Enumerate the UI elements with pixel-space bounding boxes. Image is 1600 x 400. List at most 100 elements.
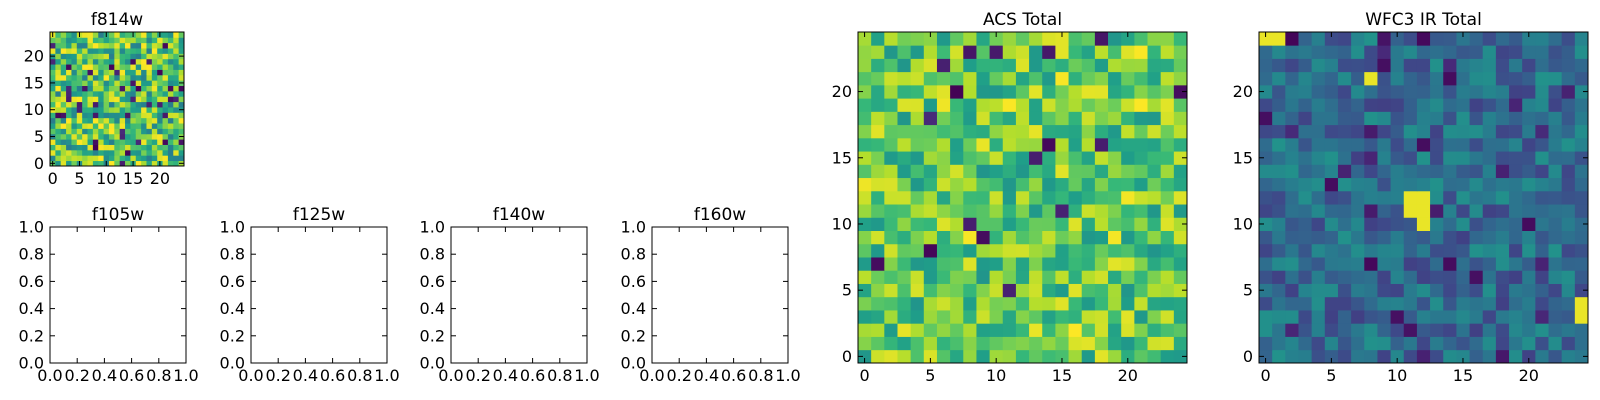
heatmap-cell: [1509, 177, 1523, 192]
heatmap-cell: [130, 101, 137, 108]
heatmap-cell: [1364, 243, 1378, 258]
heatmap-cell: [167, 155, 174, 162]
heatmap-cell: [71, 128, 78, 135]
heatmap-cell: [151, 74, 158, 81]
heatmap-cell: [858, 71, 872, 86]
heatmap-cell: [119, 48, 126, 54]
heatmap-cell: [173, 48, 180, 54]
heatmap-cell: [66, 133, 72, 140]
heatmap-cell: [989, 71, 1004, 86]
heatmap-cell: [1173, 84, 1188, 99]
heatmap-cell: [989, 151, 1004, 165]
heatmap-cell: [1482, 71, 1497, 86]
heatmap-cell: [151, 139, 158, 145]
heatmap-cell: [1259, 32, 1273, 46]
heatmap-cell: [146, 37, 153, 44]
heatmap-cell: [1134, 137, 1148, 152]
heatmap-cell: [66, 107, 72, 113]
heatmap-cell: [71, 58, 78, 65]
heatmap-cell: [119, 149, 126, 156]
heatmap-cell: [884, 71, 898, 86]
heatmap-cell: [1522, 296, 1536, 311]
heatmap-cell: [1147, 84, 1162, 99]
heatmap-cell: [1081, 151, 1096, 165]
heatmap-cell: [1403, 137, 1418, 152]
heatmap-cell: [1337, 217, 1352, 231]
heatmap-cell: [1351, 124, 1365, 139]
heatmap-cell: [1574, 296, 1589, 311]
heatmap-cell: [87, 133, 94, 140]
heatmap-cell: [173, 74, 180, 81]
heatmap-cell: [950, 243, 964, 258]
heatmap-cell: [135, 128, 142, 135]
heatmap-cell: [910, 137, 925, 152]
heatmap-cell: [1029, 230, 1043, 245]
heatmap-cell: [858, 323, 872, 337]
heatmap-cell: [976, 45, 990, 59]
heatmap-cell: [1298, 296, 1313, 311]
heatmap-cell: [1509, 124, 1523, 139]
heatmap-cell: [1456, 84, 1470, 99]
heatmap-cell: [1160, 98, 1175, 112]
heatmap-cell: [173, 80, 180, 86]
heatmap-cell: [108, 96, 115, 103]
heatmap-cell: [1094, 310, 1109, 324]
heatmap-cell: [1430, 177, 1444, 192]
heatmap-cell: [1015, 257, 1030, 271]
heatmap-cell: [1574, 45, 1589, 59]
heatmap-cell: [1285, 243, 1299, 258]
heatmap-cell: [135, 117, 142, 124]
heatmap-cell: [963, 32, 977, 46]
heatmap-cell: [871, 84, 885, 99]
heatmap-cell: [1134, 45, 1148, 59]
heatmap-cell: [103, 128, 110, 135]
heatmap-cell: [1298, 257, 1313, 271]
heatmap-cell: [1147, 71, 1162, 86]
heatmap-cell: [1495, 45, 1510, 59]
heatmap-cell: [125, 37, 131, 44]
heatmap-cell: [936, 45, 951, 59]
heatmap-cell: [1259, 164, 1273, 179]
heatmap-cell: [125, 64, 131, 70]
heatmap-cell: [66, 123, 72, 129]
heatmap-cell: [1094, 204, 1109, 218]
heatmap-cell: [1121, 58, 1135, 73]
heatmap-cell: [1173, 270, 1188, 284]
heatmap-cell: [963, 217, 977, 231]
heatmap-cell: [1108, 32, 1122, 46]
heatmap-cell: [1509, 84, 1523, 99]
axes-frame: [49, 226, 187, 364]
heatmap-cell: [146, 160, 153, 167]
heatmap-cell: [130, 144, 137, 151]
heatmap-cell: [989, 296, 1004, 311]
heatmap-cell: [910, 124, 925, 139]
heatmap-cell: [135, 42, 142, 49]
heatmap-cell: [178, 101, 185, 108]
heatmap-cell: [71, 69, 78, 76]
x-tick-label: 1.0: [574, 366, 599, 385]
heatmap-cell: [87, 112, 94, 119]
heatmap-cell: [1403, 243, 1418, 258]
heatmap-cell: [1561, 137, 1576, 152]
heatmap-cell: [1403, 310, 1418, 324]
heatmap-cell: [1416, 164, 1431, 179]
heatmap-cell: [1160, 137, 1175, 152]
heatmap-cell: [146, 128, 153, 135]
heatmap-cell: [1548, 164, 1563, 179]
heatmap-cell: [1416, 71, 1431, 86]
heatmap-cell: [1469, 230, 1484, 245]
heatmap-cell: [884, 283, 898, 298]
heatmap-cell: [125, 74, 131, 81]
heatmap-cell: [1259, 310, 1273, 324]
heatmap-cell: [1443, 323, 1457, 337]
heatmap-cell: [178, 74, 185, 81]
heatmap-cell: [82, 123, 88, 129]
heatmap-cell: [167, 144, 174, 151]
heatmap-cell: [1574, 124, 1589, 139]
heatmap-cell: [1364, 151, 1378, 165]
heatmap-cell: [162, 42, 169, 49]
heatmap-cell: [146, 32, 153, 38]
heatmap-cell: [1482, 243, 1497, 258]
heatmap-cell: [1272, 98, 1286, 112]
